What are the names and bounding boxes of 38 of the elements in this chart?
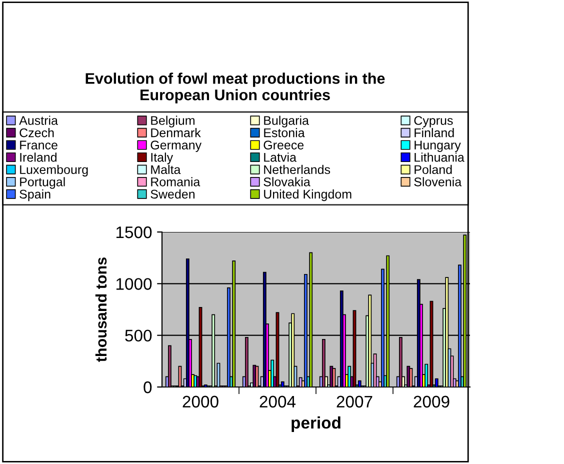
legend-label: Latvia (264, 152, 296, 162)
y-tick-label: 500 (125, 330, 152, 342)
y-tick-label: 1000 (116, 278, 152, 290)
legend-label: Malta (151, 164, 181, 174)
legend-label: Czech (20, 128, 54, 138)
legend-label: Germany (150, 140, 202, 152)
legend-label: United Kingdom (264, 189, 352, 202)
legend-label: Estonia (264, 128, 305, 138)
legend-label: Sweden (150, 189, 194, 199)
legend-label: Greece (264, 140, 304, 150)
x-axis-title: period (292, 416, 340, 432)
x-tick-label: 2007 (336, 396, 372, 408)
legend-label: Spain (20, 189, 50, 202)
legend-label: Hungary (414, 140, 461, 152)
y-tick-label: 0 (144, 381, 152, 394)
legend-label: Ireland (20, 152, 56, 162)
legend-label: Bulgaria (264, 116, 309, 128)
legend-label: Italy (151, 152, 174, 164)
legend-label: Finland (414, 128, 454, 138)
legend-label: Portugal (20, 177, 65, 189)
legend-label: Austria (19, 116, 58, 125)
legend-label: Slovenia (414, 177, 462, 186)
legend-label: Luxembourg (20, 164, 88, 177)
legend-label: Denmark (151, 128, 201, 138)
x-tick-label: 2004 (260, 396, 296, 408)
legend-label: Poland (414, 164, 452, 174)
y-tick-label: 1500 (116, 226, 152, 238)
legend-label: France (20, 140, 58, 150)
legend-label: Netherlands (264, 164, 330, 174)
legend-label: Romania (151, 177, 200, 186)
legend-label: Belgium (151, 116, 194, 128)
y-axis-title: thousand tons (95, 258, 107, 362)
legend-label: Cyprus (414, 116, 453, 128)
chart-title: Evolution of fowl meat productions in the European Union countries (86, 72, 385, 104)
legend-label: Slovakia (264, 177, 310, 186)
x-tick-label: 2009 (414, 396, 450, 408)
x-tick-label: 2000 (182, 396, 218, 408)
legend-label: Lithuania (414, 152, 464, 162)
